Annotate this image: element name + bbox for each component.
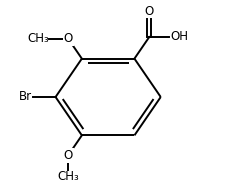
- Text: CH₃: CH₃: [27, 32, 49, 45]
- Text: OH: OH: [170, 30, 188, 43]
- Text: CH₃: CH₃: [57, 170, 79, 183]
- Text: Br: Br: [19, 90, 32, 104]
- Text: O: O: [63, 149, 72, 162]
- Text: O: O: [63, 32, 72, 45]
- Text: O: O: [144, 5, 153, 18]
